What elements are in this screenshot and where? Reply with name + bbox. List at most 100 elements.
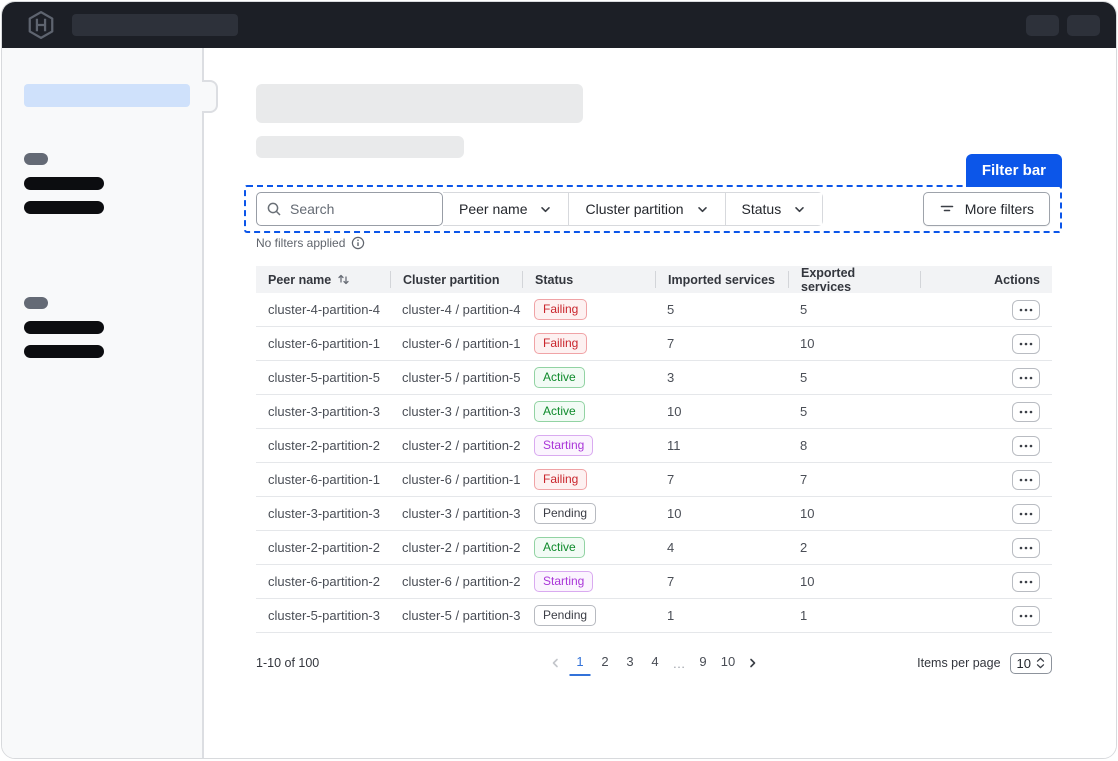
- sort-icon[interactable]: [337, 273, 350, 286]
- status-badge: Active: [534, 367, 585, 388]
- sidebar-nav-item-skeleton-4: [24, 345, 104, 358]
- row-actions-button[interactable]: [1012, 333, 1040, 354]
- status-badge: Failing: [534, 469, 588, 490]
- pagination-pages: 1 2 3 4 … 9 10: [546, 650, 763, 676]
- row-actions-button[interactable]: [1012, 571, 1040, 592]
- status-badge: Failing: [534, 333, 588, 354]
- row-actions-button[interactable]: [1012, 367, 1040, 388]
- page-subtitle-skeleton: [256, 136, 464, 158]
- page-button-1[interactable]: 1: [569, 650, 591, 676]
- sidebar-toggle-handle[interactable]: [202, 80, 218, 113]
- ellipsis-icon: [1019, 580, 1033, 583]
- dropdown-label: Peer name: [459, 201, 528, 217]
- cluster-partition-cell: cluster-4 / partition-4: [402, 302, 521, 317]
- table-row: cluster-2-partition-2 cluster-2 / partiti…: [256, 531, 1052, 565]
- table-row: cluster-4-partition-4 cluster-4 / partiti…: [256, 293, 1052, 327]
- peer-name-cell: cluster-3-partition-3: [268, 404, 380, 419]
- cluster-partition-cell: cluster-3 / partition-3: [402, 506, 521, 521]
- imported-services-cell: 5: [667, 302, 675, 317]
- cluster-partition-cell: cluster-6 / partition-1: [402, 472, 521, 487]
- status-cell: Active: [522, 537, 655, 558]
- cluster-partition-cell: cluster-2 / partition-2: [402, 438, 521, 453]
- cluster-partition-cell: cluster-5 / partition-3: [402, 608, 521, 623]
- page-button-10[interactable]: 10: [718, 650, 739, 676]
- next-page-button[interactable]: [743, 653, 763, 673]
- table-row: cluster-5-partition-5 cluster-5 / partiti…: [256, 361, 1052, 395]
- topbar-action-skeleton-1: [1026, 14, 1059, 36]
- info-icon[interactable]: [351, 236, 365, 250]
- row-actions-button[interactable]: [1012, 503, 1040, 524]
- filter-dropdown-status[interactable]: Status: [724, 193, 823, 225]
- actions-cell: [920, 469, 1052, 490]
- status-cell: Failing: [522, 299, 655, 320]
- filter-bar-region: Filter bar Peer name Cluster partition Sta…: [244, 154, 1062, 233]
- peers-table: Peer name Cluster partition Status Imported…: [256, 266, 1052, 633]
- imported-services-cell: 1: [667, 608, 675, 623]
- column-header-status: Status: [522, 271, 655, 288]
- previous-page-button[interactable]: [546, 653, 566, 673]
- column-header-exported-services: Exported services: [788, 266, 920, 294]
- sidebar: [2, 48, 218, 758]
- ellipsis-icon: [1019, 614, 1033, 617]
- column-header-label: Status: [535, 272, 574, 287]
- dropdown-label: Status: [741, 201, 782, 217]
- table-row: cluster-6-partition-1 cluster-6 / partiti…: [256, 463, 1052, 497]
- page-button-3[interactable]: 3: [620, 650, 641, 676]
- ellipsis-icon: [1019, 478, 1033, 481]
- filter-bar-annotation-tag: Filter bar: [965, 154, 1062, 187]
- actions-cell: [920, 537, 1052, 558]
- table-body: cluster-4-partition-4 cluster-4 / partiti…: [256, 293, 1052, 633]
- items-per-page-select[interactable]: 10: [1009, 652, 1052, 674]
- exported-services-cell: 5: [800, 404, 808, 419]
- status-cell: Failing: [522, 469, 655, 490]
- peer-name-cell: cluster-2-partition-2: [268, 438, 380, 453]
- chevron-left-icon: [552, 658, 558, 668]
- actions-cell: [920, 435, 1052, 456]
- row-actions-button[interactable]: [1012, 469, 1040, 490]
- column-header-peer-name[interactable]: Peer name: [256, 271, 390, 288]
- filter-dropdown-peer-name[interactable]: Peer name: [443, 193, 569, 225]
- imported-services-cell: 11: [667, 438, 681, 453]
- row-actions-button[interactable]: [1012, 401, 1040, 422]
- exported-services-cell: 5: [800, 302, 808, 317]
- top-navigation-bar: [2, 2, 1116, 48]
- more-filters-label: More filters: [964, 201, 1034, 217]
- actions-cell: [920, 503, 1052, 524]
- page-button-9[interactable]: 9: [693, 650, 714, 676]
- search-input[interactable]: [256, 192, 443, 226]
- sidebar-section-label-skeleton-1: [24, 153, 48, 165]
- page-button-2[interactable]: 2: [595, 650, 616, 676]
- chevron-down-icon: [541, 206, 551, 212]
- filters-status-text: No filters applied: [256, 236, 346, 250]
- exported-services-cell: 8: [800, 438, 808, 453]
- ellipsis-icon: [1019, 376, 1033, 379]
- exported-services-cell: 2: [800, 540, 808, 555]
- ellipsis-icon: [1019, 444, 1033, 447]
- imported-services-cell: 7: [667, 574, 675, 589]
- sidebar-active-item-skeleton: [24, 84, 190, 107]
- row-actions-button[interactable]: [1012, 299, 1040, 320]
- column-header-label: Actions: [994, 272, 1040, 287]
- chevron-right-icon: [750, 658, 756, 668]
- status-badge: Active: [534, 537, 585, 558]
- items-per-page-label: Items per page: [917, 656, 1001, 670]
- ellipsis-icon: [1019, 410, 1033, 413]
- table-row: cluster-5-partition-3 cluster-5 / partiti…: [256, 599, 1052, 633]
- row-actions-button[interactable]: [1012, 537, 1040, 558]
- actions-cell: [920, 605, 1052, 626]
- more-filters-button[interactable]: More filters: [922, 192, 1050, 226]
- filter-dropdown-cluster-partition[interactable]: Cluster partition: [568, 193, 725, 225]
- column-header-actions: Actions: [920, 271, 1052, 288]
- peer-name-cell: cluster-6-partition-2: [268, 574, 380, 589]
- actions-cell: [920, 333, 1052, 354]
- exported-services-cell: 10: [800, 574, 815, 589]
- page-button-4[interactable]: 4: [645, 650, 666, 676]
- row-actions-button[interactable]: [1012, 605, 1040, 626]
- table-row: cluster-3-partition-3 cluster-3 / partiti…: [256, 395, 1052, 429]
- exported-services-cell: 1: [800, 608, 808, 623]
- column-header-label: Peer name: [268, 272, 332, 287]
- exported-services-cell: 7: [800, 472, 808, 487]
- row-actions-button[interactable]: [1012, 435, 1040, 456]
- status-cell: Starting: [522, 435, 655, 456]
